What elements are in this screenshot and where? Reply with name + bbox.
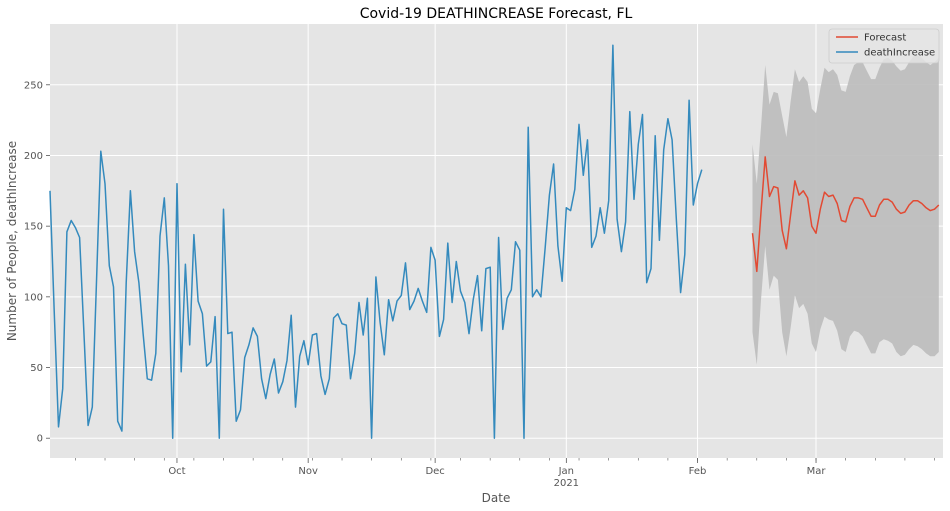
- legend-deathincrease-label: deathIncrease: [864, 48, 935, 59]
- legend-forecast-label: Forecast: [864, 33, 906, 44]
- legend: Forecast deathIncrease: [828, 28, 940, 64]
- series-group: [49, 44, 940, 439]
- x-tick-label: Jan: [558, 466, 574, 477]
- x-tick-label: Oct: [168, 466, 185, 477]
- forecast-series-line: [751, 156, 940, 273]
- deathincrease-series-line: [49, 44, 703, 439]
- y-tick-label: 100: [24, 292, 43, 303]
- y-tick-label: 250: [24, 80, 43, 91]
- y-tick-label: 50: [30, 363, 43, 374]
- chart-title: Covid-19 DEATHINCREASE Forecast, FL: [360, 6, 633, 22]
- y-tick-label: 0: [37, 434, 43, 445]
- x-axis-label: Date: [482, 491, 511, 505]
- y-axis-label: Number of People, deathIncrease: [5, 141, 19, 341]
- x-tick-label: Dec: [425, 466, 444, 477]
- x-tick-label: Mar: [807, 466, 827, 477]
- x-tick-label: Feb: [689, 466, 707, 477]
- y-tick-label: 200: [24, 151, 43, 162]
- confidence-band: [752, 55, 939, 365]
- y-axis-ticks: 0 50 100 150 200 250: [24, 80, 50, 445]
- x-tick-year-label: 2021: [554, 478, 579, 489]
- y-tick-label: 150: [24, 222, 43, 233]
- x-tick-label: Nov: [298, 466, 318, 477]
